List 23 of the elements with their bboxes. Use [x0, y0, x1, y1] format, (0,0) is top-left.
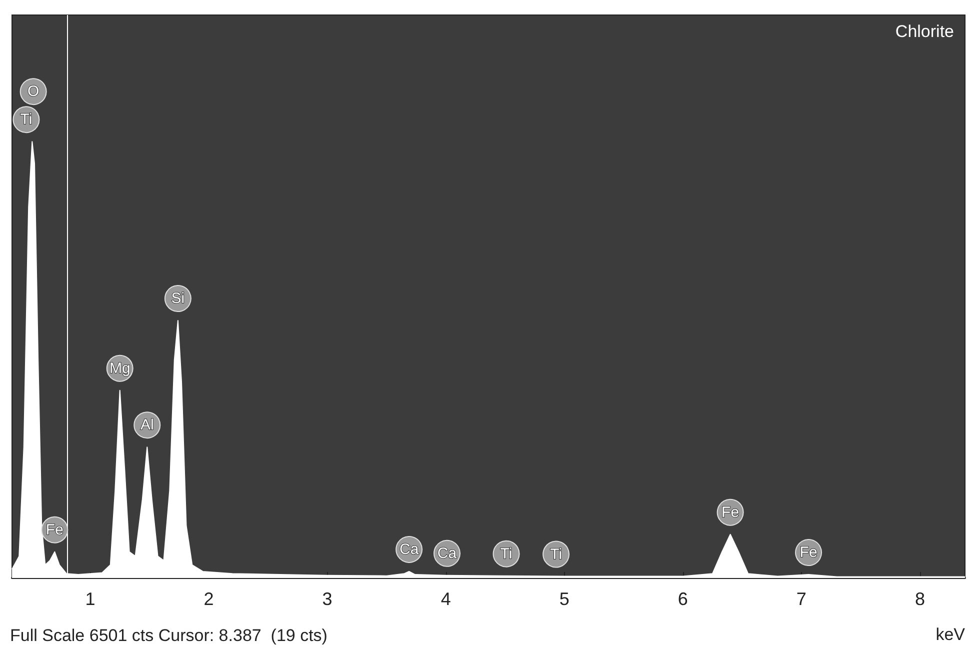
x-tick-label: 6: [678, 589, 688, 609]
annotation: Al: [140, 416, 154, 434]
chart-title: Chlorite: [895, 22, 954, 41]
x-tick-label: 2: [204, 589, 214, 609]
annotation: Ti: [20, 111, 32, 128]
annotation: Ti: [500, 545, 512, 562]
annotation: Ti: [550, 546, 562, 563]
x-tick-label: 4: [440, 589, 451, 609]
text: Full Scale 6501 cts Cursor: 8.387 (19 cts): [10, 626, 328, 645]
x-tick-label: 7: [796, 589, 806, 609]
annotation: Fe: [722, 504, 740, 521]
annotation: Ca: [399, 540, 420, 558]
annotation: Ca: [437, 544, 458, 562]
x-axis-title: keV: [936, 625, 966, 644]
annotation: Mg: [109, 360, 130, 377]
x-tick-label: 3: [322, 589, 332, 609]
x-tick-label: 8: [914, 589, 925, 609]
annotation: Fe: [800, 544, 818, 562]
annotation: Fe: [46, 521, 64, 538]
annotation: O: [28, 83, 40, 100]
annotation: Si: [171, 290, 185, 308]
x-tick-label: 1: [85, 589, 96, 609]
x-tick-label: 5: [559, 589, 570, 609]
